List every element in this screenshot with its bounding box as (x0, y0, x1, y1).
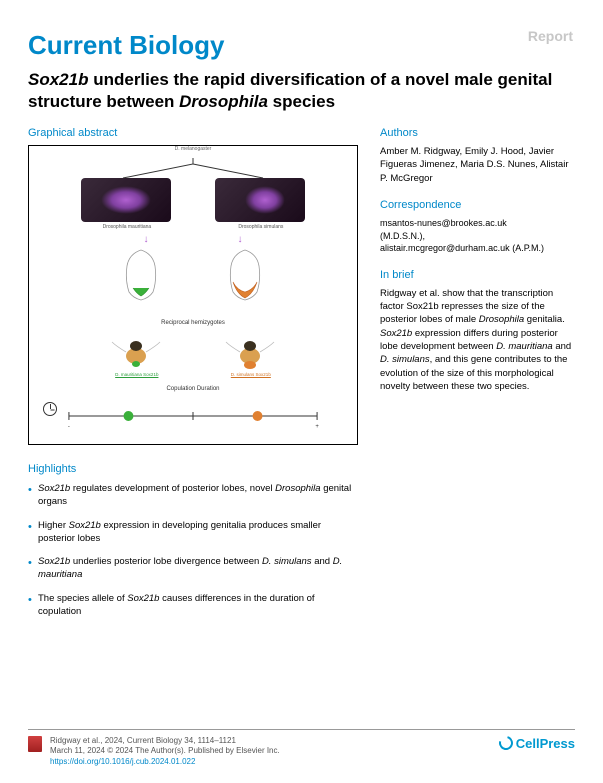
ga-tree-label: D. melanogaster (175, 146, 212, 152)
ga-genital-diagrams (29, 246, 357, 302)
in-brief-text: Ridgway et al. show that the transcripti… (380, 287, 575, 393)
hl-species: D. simulans (262, 556, 312, 567)
ga-copulation-label: Copulation Duration (166, 386, 219, 392)
ga-species-right: Drosophila simulans (238, 224, 283, 230)
ga-fly-label-right: D. simulans Sox21b (231, 372, 271, 377)
cellpress-text: CellPress (516, 736, 575, 751)
title-species: Drosophila (179, 92, 268, 111)
right-column: Authors Amber M. Ridgway, Emily J. Hood,… (380, 127, 575, 630)
title-gene: Sox21b (28, 70, 88, 89)
highlight-item: Higher Sox21b expression in developing g… (28, 520, 358, 546)
brief-t2: genitalia. (524, 314, 565, 325)
authors-heading: Authors (380, 127, 575, 139)
footer: Ridgway et al., 2024, Current Biology 34… (28, 729, 575, 767)
authors-text: Amber M. Ridgway, Emily J. Hood, Javier … (380, 145, 575, 185)
ga-expression-right (215, 178, 305, 222)
highlights-list: Sox21b regulates development of posterio… (28, 483, 358, 619)
hl-text: underlies posterior lobe divergence betw… (70, 556, 262, 567)
svg-text:-: - (68, 424, 70, 430)
left-column: Graphical abstract D. melanogaster Droso… (28, 127, 358, 630)
journal-title: Current Biology (28, 30, 575, 61)
ga-fly-labels: D. mauritiana Sox21b D. simulans Sox21b (29, 372, 357, 377)
citation-line2: March 11, 2024 © 2024 The Author(s). Pub… (50, 746, 280, 755)
hl-text: regulates development of posterior lobes… (70, 483, 275, 494)
cellpress-ring-icon (496, 734, 515, 753)
corr-initials-2: (A.P.M.) (512, 243, 544, 253)
ga-arrow-left: ↓ (144, 234, 149, 245)
graphical-abstract-heading: Graphical abstract (28, 127, 358, 139)
correspondence-text: msantos-nunes@brookes.ac.uk (M.D.S.N.), … (380, 217, 575, 255)
hl-gene: Sox21b (69, 520, 101, 531)
hl-mid: and (312, 556, 333, 567)
citation: Ridgway et al., 2024, Current Biology 34… (50, 736, 280, 767)
citation-doi[interactable]: https://doi.org/10.1016/j.cub.2024.01.02… (50, 757, 195, 766)
ga-fly-left (108, 334, 164, 374)
graphical-abstract-figure: D. melanogaster Drosophila mauritiana Dr… (28, 145, 358, 445)
report-label: Report (528, 28, 573, 44)
authors-block: Authors Amber M. Ridgway, Emily J. Hood,… (380, 127, 575, 185)
ga-hemizygote-label: Reciprocal hemizygotes (161, 320, 225, 326)
hl-gene: Sox21b (127, 593, 159, 604)
ga-fly-diagrams (29, 334, 357, 374)
ga-fly-label-left: D. mauritiana Sox21b (115, 372, 158, 377)
ga-expression-images (29, 178, 357, 222)
ga-species-labels: Drosophila mauritiana Drosophila simulan… (29, 224, 357, 230)
highlights-heading: Highlights (28, 463, 358, 475)
ga-fly-right (222, 334, 278, 374)
in-brief-block: In brief Ridgway et al. show that the tr… (380, 269, 575, 393)
corr-email-2[interactable]: alistair.mcgregor@durham.ac.uk (380, 243, 510, 253)
hl-pre: Higher (38, 520, 69, 531)
brief-t4: and (553, 341, 572, 352)
hl-gene: Sox21b (38, 556, 70, 567)
brief-g1: Sox21b (380, 328, 412, 339)
cellpress-logo[interactable]: CellPress (499, 736, 575, 751)
highlights-section: Highlights Sox21b regulates development … (28, 463, 358, 619)
correspondence-block: Correspondence msantos-nunes@brookes.ac.… (380, 199, 575, 255)
svg-text:+: + (315, 424, 319, 430)
corr-initials-1: (M.D.S.N.), (380, 231, 425, 241)
brief-sp1: Drosophila (479, 314, 524, 325)
ga-arrow-right: ↓ (238, 234, 243, 245)
pdf-icon[interactable] (28, 736, 42, 752)
hl-species: Drosophila (275, 483, 320, 494)
highlight-item: Sox21b regulates development of posterio… (28, 483, 358, 509)
brief-sp2: D. mauritiana (496, 341, 553, 352)
two-column-layout: Graphical abstract D. melanogaster Droso… (28, 127, 575, 630)
ga-genital-right (223, 246, 267, 302)
brief-sp3: D. simulans (380, 354, 430, 365)
correspondence-heading: Correspondence (380, 199, 575, 211)
corr-email-1[interactable]: msantos-nunes@brookes.ac.uk (380, 218, 507, 228)
highlight-item: The species allele of Sox21b causes diff… (28, 593, 358, 619)
ga-expression-left (81, 178, 171, 222)
in-brief-heading: In brief (380, 269, 575, 281)
hl-pre: The species allele of (38, 593, 127, 604)
ga-genital-left (119, 246, 163, 302)
highlight-item: Sox21b underlies posterior lobe divergen… (28, 556, 358, 582)
citation-line1: Ridgway et al., 2024, Current Biology 34… (50, 736, 236, 745)
ga-duration-slider: -+ (59, 402, 327, 435)
ga-phylogeny-tree (93, 156, 293, 180)
article-title: Sox21b underlies the rapid diversificati… (28, 69, 575, 113)
clock-icon (43, 402, 57, 416)
ga-arrows: ↓ ↓ (29, 234, 357, 245)
footer-left: Ridgway et al., 2024, Current Biology 34… (28, 736, 280, 767)
ga-species-left: Drosophila mauritiana (103, 224, 152, 230)
title-post: species (268, 92, 335, 111)
hl-gene: Sox21b (38, 483, 70, 494)
